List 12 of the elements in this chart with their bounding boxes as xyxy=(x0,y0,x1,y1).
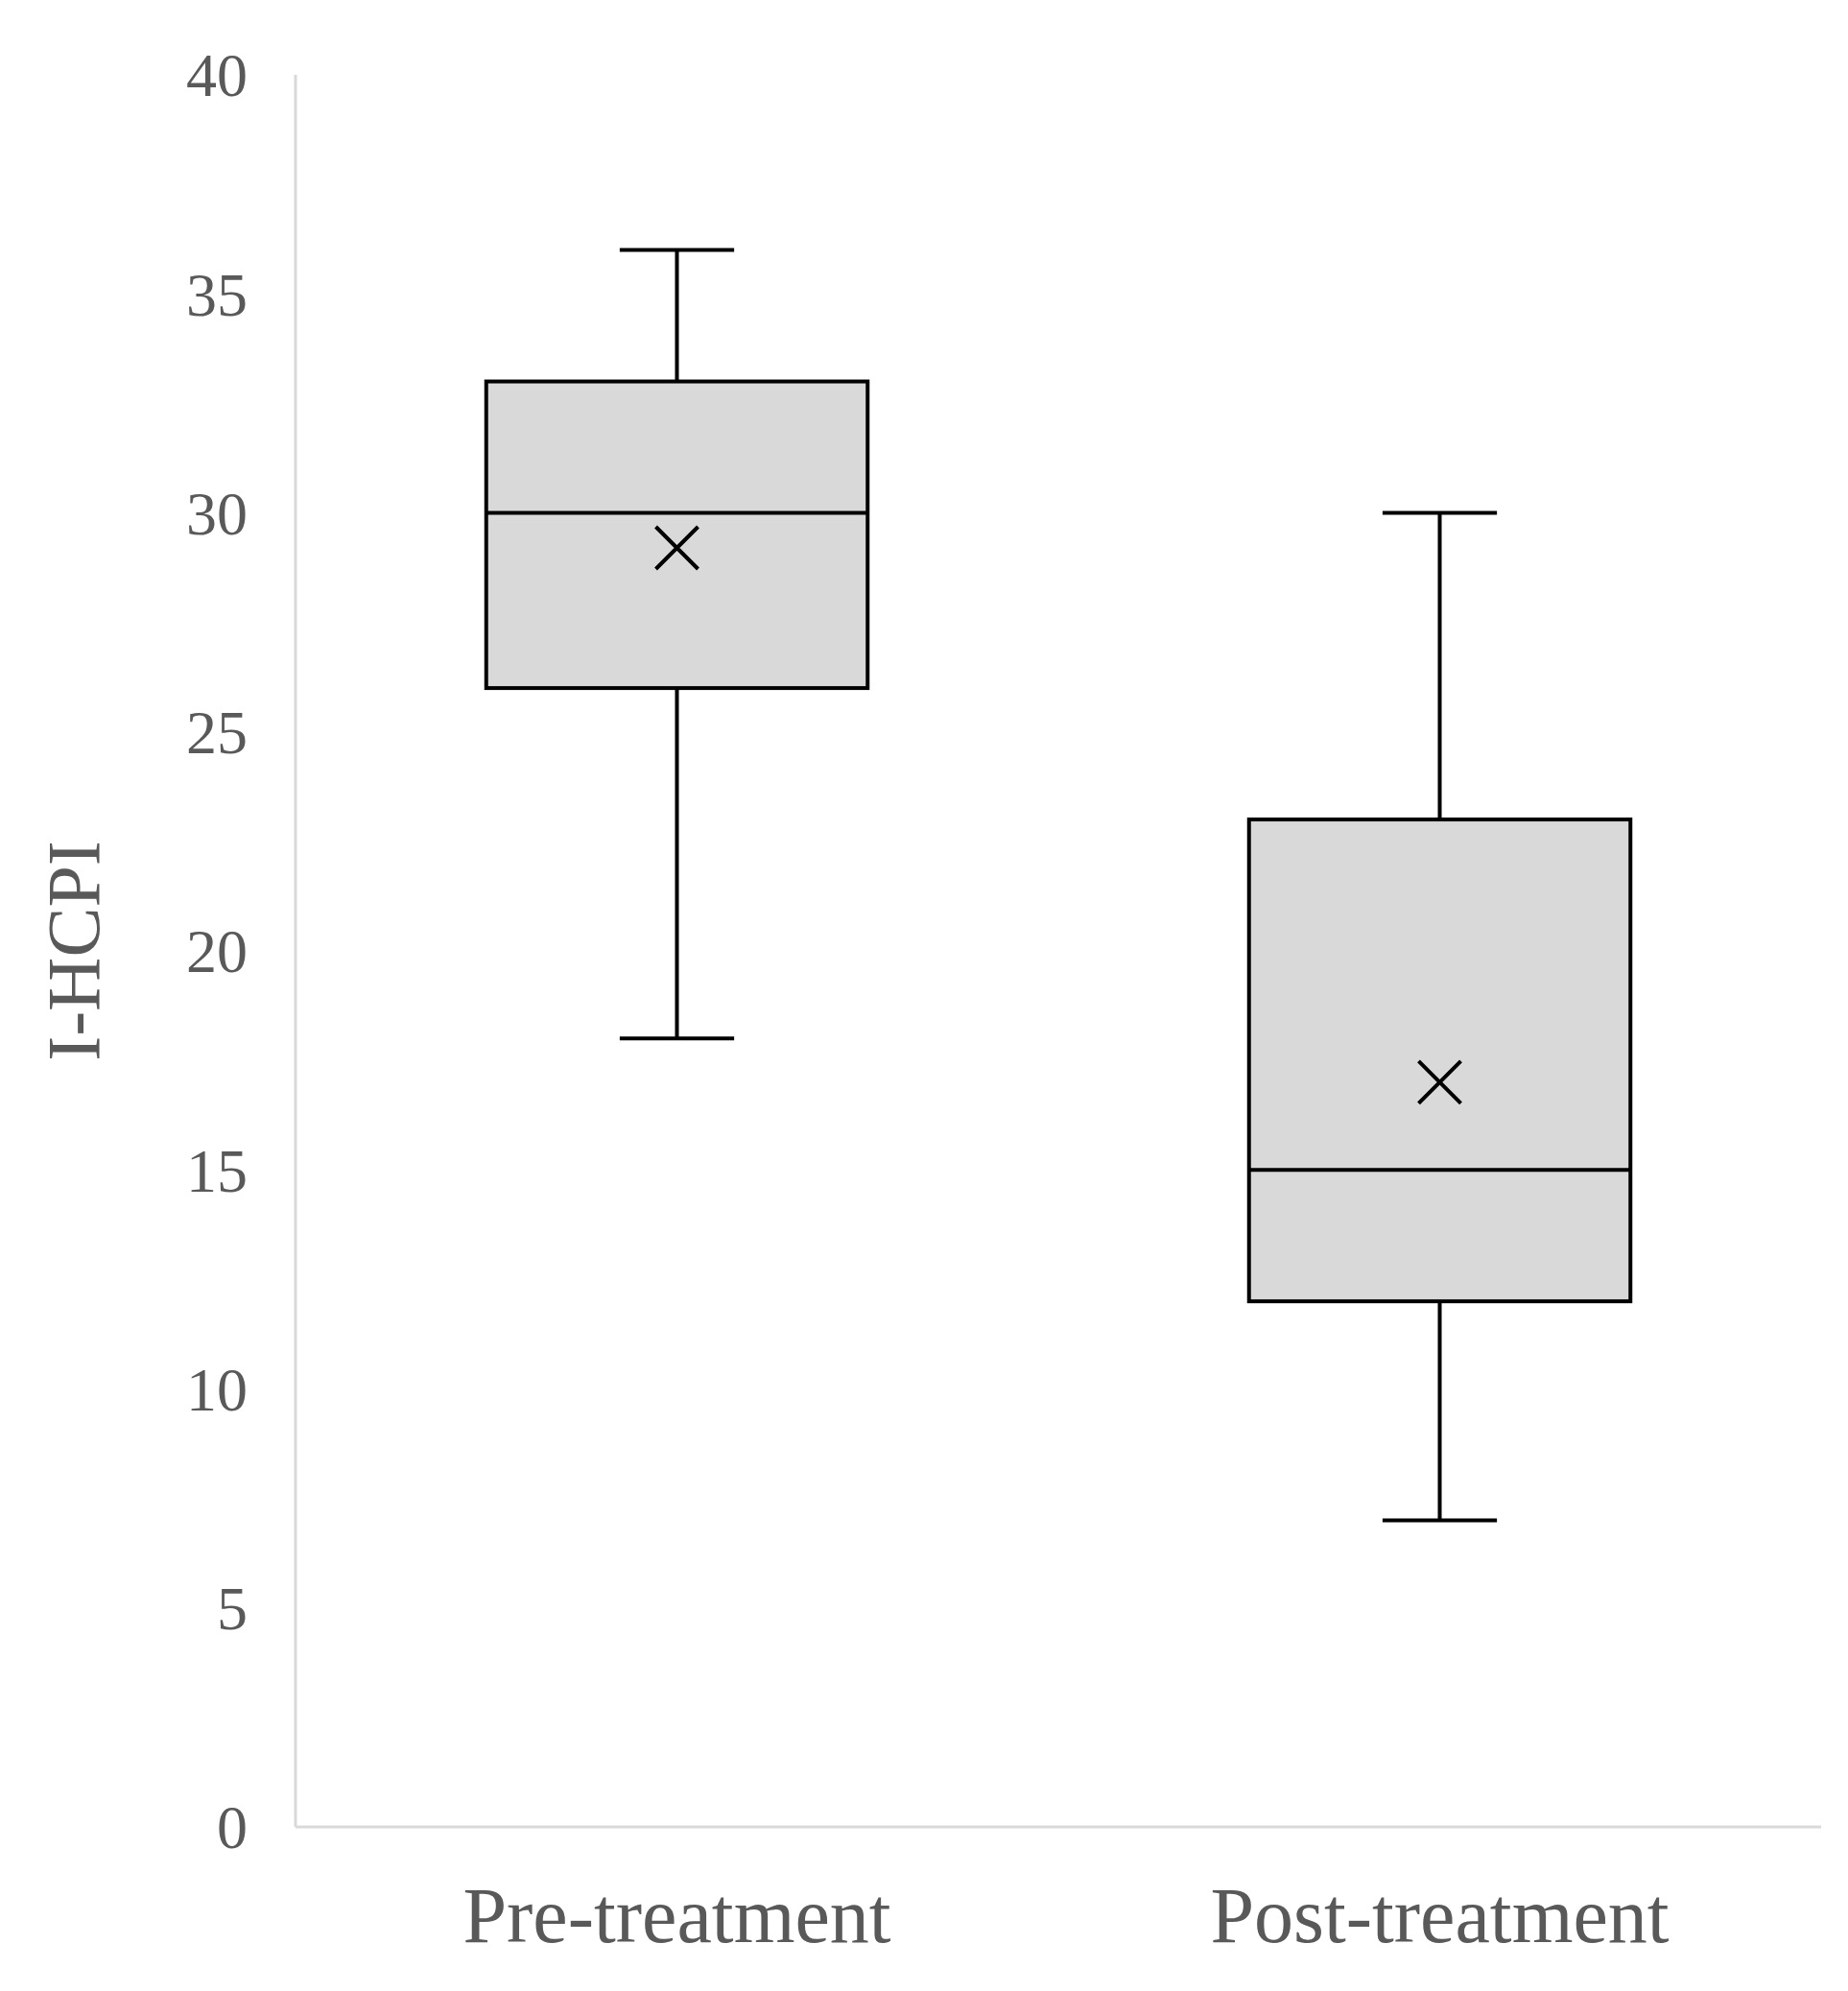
y-tick-label: 10 xyxy=(186,1355,248,1424)
y-tick-label: 5 xyxy=(217,1575,248,1644)
y-tick-label: 25 xyxy=(186,699,248,768)
y-tick-label: 40 xyxy=(186,41,248,110)
y-tick-label: 0 xyxy=(217,1793,248,1862)
y-axis-title: I-HCPI xyxy=(32,841,115,1061)
x-tick-label: Post-treatment xyxy=(1210,1872,1670,1959)
x-tick-label: Pre-treatment xyxy=(462,1872,891,1959)
y-tick-label: 15 xyxy=(186,1136,248,1205)
y-tick-label: 35 xyxy=(186,260,248,329)
y-tick-label: 20 xyxy=(186,917,248,986)
y-tick-label: 30 xyxy=(186,479,248,548)
